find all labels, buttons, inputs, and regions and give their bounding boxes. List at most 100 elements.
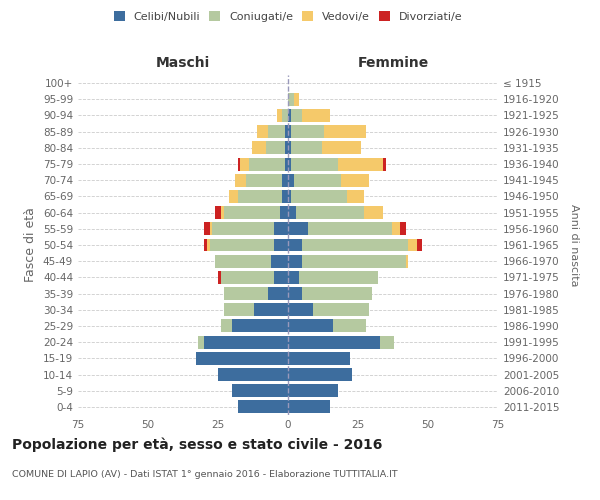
Bar: [288, 352, 350, 365]
Bar: [224, 304, 254, 316]
Bar: [288, 206, 296, 219]
Bar: [296, 206, 364, 219]
Bar: [207, 238, 209, 252]
Bar: [288, 254, 302, 268]
Bar: [291, 158, 338, 170]
Bar: [302, 109, 330, 122]
Bar: [338, 158, 383, 170]
Bar: [288, 287, 302, 300]
Bar: [288, 222, 308, 235]
Legend: Celibi/Nubili, Coniugati/e, Vedovi/e, Divorziati/e: Celibi/Nubili, Coniugati/e, Vedovi/e, Di…: [110, 8, 466, 25]
Bar: [196, 352, 288, 365]
Bar: [241, 158, 249, 170]
Bar: [383, 158, 386, 170]
Bar: [291, 190, 347, 203]
Bar: [235, 174, 246, 186]
Bar: [199, 336, 204, 348]
Bar: [232, 384, 288, 397]
Bar: [288, 304, 313, 316]
Bar: [291, 125, 325, 138]
Text: Femmine: Femmine: [358, 56, 428, 70]
Y-axis label: Fasce di età: Fasce di età: [25, 208, 37, 282]
Bar: [246, 174, 283, 186]
Text: Maschi: Maschi: [156, 56, 210, 70]
Bar: [254, 304, 288, 316]
Bar: [232, 320, 288, 332]
Bar: [221, 320, 232, 332]
Bar: [283, 190, 288, 203]
Bar: [249, 158, 285, 170]
Bar: [204, 222, 209, 235]
Bar: [291, 109, 302, 122]
Bar: [341, 174, 369, 186]
Bar: [257, 125, 268, 138]
Bar: [302, 287, 372, 300]
Bar: [224, 206, 280, 219]
Bar: [215, 206, 221, 219]
Bar: [417, 238, 422, 252]
Bar: [266, 142, 285, 154]
Bar: [274, 222, 288, 235]
Bar: [288, 400, 330, 413]
Bar: [251, 142, 266, 154]
Bar: [288, 174, 293, 186]
Bar: [288, 109, 291, 122]
Bar: [288, 190, 291, 203]
Bar: [288, 368, 352, 381]
Bar: [392, 222, 400, 235]
Bar: [209, 222, 212, 235]
Bar: [313, 304, 369, 316]
Bar: [224, 287, 268, 300]
Bar: [274, 238, 288, 252]
Bar: [238, 158, 241, 170]
Bar: [268, 287, 288, 300]
Bar: [302, 254, 406, 268]
Bar: [288, 93, 293, 106]
Bar: [285, 125, 288, 138]
Bar: [274, 271, 288, 284]
Bar: [409, 238, 417, 252]
Bar: [299, 271, 377, 284]
Bar: [333, 320, 367, 332]
Bar: [302, 238, 409, 252]
Bar: [212, 222, 274, 235]
Bar: [277, 109, 283, 122]
Bar: [288, 271, 299, 284]
Bar: [238, 190, 283, 203]
Bar: [285, 158, 288, 170]
Y-axis label: Anni di nascita: Anni di nascita: [569, 204, 579, 286]
Bar: [271, 254, 288, 268]
Bar: [400, 222, 406, 235]
Bar: [288, 320, 333, 332]
Text: COMUNE DI LAPIO (AV) - Dati ISTAT 1° gennaio 2016 - Elaborazione TUTTITALIA.IT: COMUNE DI LAPIO (AV) - Dati ISTAT 1° gen…: [12, 470, 398, 479]
Bar: [280, 206, 288, 219]
Bar: [322, 142, 361, 154]
Bar: [268, 125, 285, 138]
Bar: [218, 271, 221, 284]
Bar: [283, 174, 288, 186]
Bar: [204, 336, 288, 348]
Bar: [364, 206, 383, 219]
Bar: [291, 142, 322, 154]
Bar: [221, 271, 274, 284]
Bar: [221, 206, 224, 219]
Bar: [209, 238, 274, 252]
Bar: [283, 109, 288, 122]
Bar: [325, 125, 367, 138]
Bar: [288, 336, 380, 348]
Bar: [218, 368, 288, 381]
Bar: [288, 142, 291, 154]
Bar: [293, 174, 341, 186]
Bar: [406, 254, 409, 268]
Bar: [229, 190, 238, 203]
Bar: [288, 158, 291, 170]
Bar: [293, 93, 299, 106]
Bar: [288, 238, 302, 252]
Bar: [285, 142, 288, 154]
Bar: [215, 254, 271, 268]
Text: Popolazione per età, sesso e stato civile - 2016: Popolazione per età, sesso e stato civil…: [12, 438, 382, 452]
Bar: [308, 222, 392, 235]
Bar: [380, 336, 394, 348]
Bar: [288, 384, 338, 397]
Bar: [288, 125, 291, 138]
